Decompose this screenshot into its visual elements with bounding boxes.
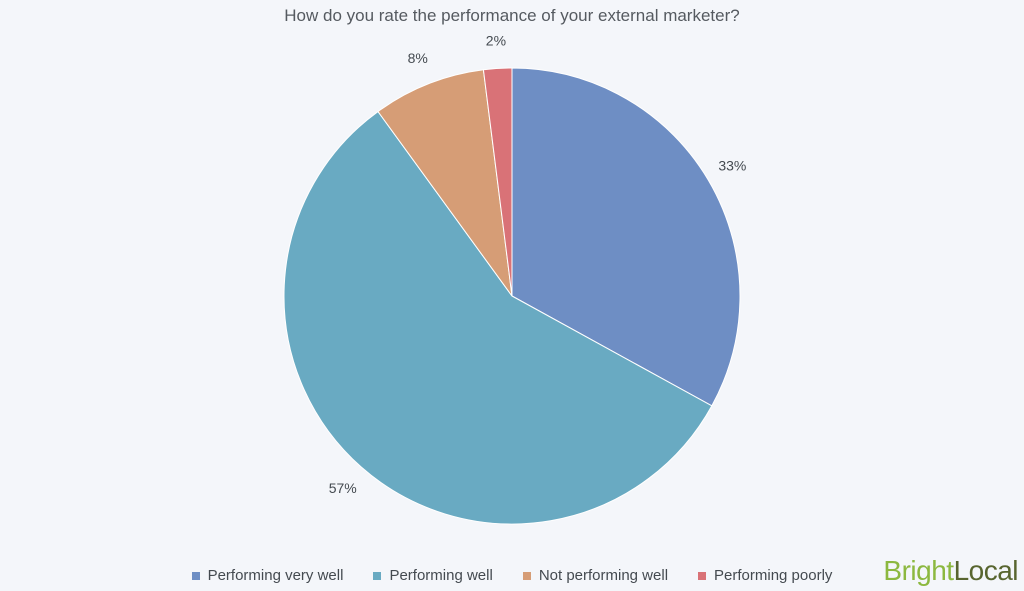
legend-swatch (373, 571, 382, 580)
pie-slices (283, 67, 741, 525)
legend-swatch (522, 571, 531, 580)
legend-label: Not performing well (538, 567, 669, 584)
data-label-not-performing-well: 8% (408, 50, 428, 66)
pie-slice-performing-well (283, 110, 713, 525)
data-label-performing-well: 57% (329, 480, 357, 496)
pie-chart: 33% 57% 8% 2% (283, 33, 747, 525)
logo-local-text: Local (953, 555, 1019, 586)
pie-data-labels: 33% 57% 8% 2% (329, 33, 747, 497)
data-label-performing-very-well: 33% (718, 158, 746, 174)
legend-label: Performing poorly (714, 567, 833, 584)
data-label-performing-poorly: 2% (486, 33, 506, 49)
chart-title: How do you rate the performance of your … (284, 6, 740, 25)
chart-legend: Performing very well Performing well Not p… (0, 567, 1024, 584)
pie-slice-performing-very-well (511, 67, 741, 407)
legend-label: Performing very well (207, 567, 344, 584)
legend-label: Performing well (389, 567, 493, 584)
legend-swatch (191, 571, 200, 580)
logo-bright-text: Bright (883, 555, 954, 586)
legend-item-performing-very-well: Performing very well (191, 567, 344, 584)
legend-swatch (698, 571, 707, 580)
legend-item-performing-poorly: Performing poorly (698, 567, 832, 584)
pie-slice-performing-poorly (482, 67, 513, 297)
legend-item-not-performing-well: Not performing well (522, 567, 669, 584)
brightlocal-logo: BrightLocal (883, 557, 1018, 585)
pie-slice-not-performing-well (377, 69, 513, 297)
legend-item-performing-well: Performing well (373, 567, 493, 584)
